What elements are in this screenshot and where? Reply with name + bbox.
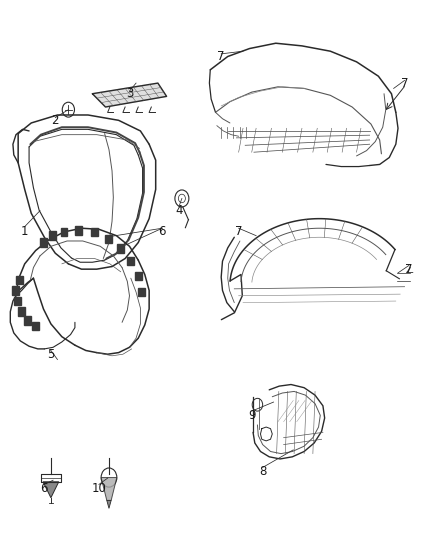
Text: 10: 10 xyxy=(92,482,106,495)
Bar xyxy=(40,238,47,247)
Bar xyxy=(106,235,113,243)
Bar xyxy=(14,297,21,305)
Bar xyxy=(15,276,22,284)
Bar xyxy=(49,231,56,240)
Polygon shape xyxy=(101,478,117,500)
Text: 3: 3 xyxy=(126,87,133,100)
Bar xyxy=(117,244,124,253)
Bar xyxy=(12,286,19,295)
Bar xyxy=(60,228,67,236)
Polygon shape xyxy=(92,83,166,107)
Bar xyxy=(135,272,142,280)
Polygon shape xyxy=(107,500,111,508)
Bar xyxy=(24,317,31,325)
Text: 7: 7 xyxy=(217,50,225,63)
Text: 7: 7 xyxy=(405,263,413,276)
Text: 7: 7 xyxy=(235,225,242,238)
Polygon shape xyxy=(43,482,59,498)
Bar xyxy=(127,257,134,265)
Text: 2: 2 xyxy=(52,114,59,127)
Text: 4: 4 xyxy=(175,204,183,217)
Text: 1: 1 xyxy=(21,225,28,238)
Text: 9: 9 xyxy=(248,409,255,422)
Text: 6: 6 xyxy=(41,482,48,495)
Bar xyxy=(75,226,82,235)
Text: 7: 7 xyxy=(401,77,408,90)
Bar xyxy=(18,308,25,316)
Text: 5: 5 xyxy=(47,348,55,361)
Bar xyxy=(32,322,39,330)
Text: 8: 8 xyxy=(259,465,266,478)
Text: 6: 6 xyxy=(159,225,166,238)
Bar xyxy=(91,228,98,236)
Bar xyxy=(138,288,145,296)
